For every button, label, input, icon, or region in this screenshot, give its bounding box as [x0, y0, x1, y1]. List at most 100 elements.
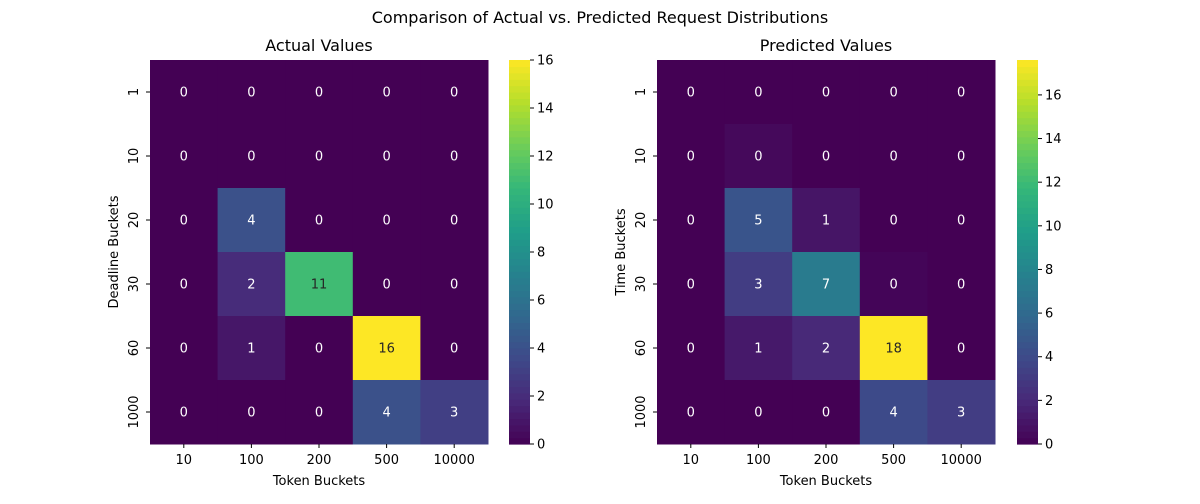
colorbar-tick-label: 6 [1045, 307, 1053, 322]
colorbar-segment [1017, 386, 1038, 394]
cell-label: 3 [754, 278, 762, 293]
heatmap-cell [352, 252, 421, 317]
cell-label: 0 [889, 214, 897, 229]
colorbar-segment [509, 290, 530, 298]
heatmap-cell [859, 188, 928, 253]
colorbar-segment [509, 309, 530, 317]
cell-label: 0 [315, 214, 323, 229]
cell-label: 0 [957, 342, 965, 357]
heatmap-cell [420, 380, 489, 445]
colorbar-segment [509, 72, 530, 80]
y-tick-label: 30 [127, 276, 142, 293]
colorbar-tick-label: 2 [537, 390, 545, 405]
colorbar-segment [509, 431, 530, 439]
cell-label: 18 [885, 342, 902, 357]
cell-label: 0 [822, 150, 830, 165]
colorbar-segment [1017, 348, 1038, 355]
colorbar-tick-label: 12 [1045, 176, 1062, 191]
colorbar-segment [509, 405, 530, 413]
cell-label: 0 [754, 150, 762, 165]
colorbar-segment [509, 143, 530, 151]
colorbar-tick-label: 16 [537, 54, 554, 69]
colorbar-segment [1017, 60, 1038, 67]
colorbar-segment [509, 130, 530, 138]
colorbar-segment [509, 399, 530, 407]
colorbar-segment [1017, 200, 1038, 208]
colorbar-segment [1017, 258, 1038, 266]
cell-label: 0 [957, 278, 965, 293]
colorbar-segment [509, 373, 530, 381]
colorbar-segment [1017, 207, 1038, 215]
heatmap-cell [150, 188, 219, 253]
heatmap-cell [150, 316, 219, 381]
x-tick-label: 100 [239, 453, 264, 468]
colorbar-segment [1017, 316, 1038, 323]
colorbar-segment [509, 200, 530, 208]
colorbar-segment [509, 232, 530, 240]
y-tick-label: 1 [634, 88, 649, 96]
colorbar-segment [509, 380, 530, 387]
colorbar-segment [1017, 156, 1038, 163]
heatmap-cell [285, 188, 354, 253]
cell-label: 2 [247, 278, 255, 293]
heatmap-cell [724, 380, 793, 445]
colorbar-segment [509, 348, 530, 355]
heatmap-cell [927, 316, 996, 381]
heatmap-cell [859, 124, 928, 189]
heatmap-cell [150, 60, 219, 125]
colorbar-tick-label: 10 [537, 198, 554, 213]
colorbar-segment [509, 354, 530, 362]
cell-label: 16 [378, 342, 395, 357]
colorbar-segment [509, 213, 530, 221]
heatmap-cell [285, 316, 354, 381]
heatmap-cell [352, 380, 421, 445]
colorbar-tick-label: 14 [1045, 132, 1062, 147]
cell-label: 0 [957, 150, 965, 165]
colorbar-segment [509, 437, 530, 445]
colorbar-segment [1017, 239, 1038, 247]
heatmap-cell [420, 124, 489, 189]
cell-label: 0 [382, 150, 390, 165]
colorbar-segment [509, 328, 530, 336]
colorbar-segment [509, 207, 530, 215]
colorbar-segment [509, 284, 530, 291]
cell-label: 0 [822, 86, 830, 101]
heatmap-cell [352, 188, 421, 253]
cell-label: 0 [315, 342, 323, 357]
x-tick-label: 200 [814, 453, 839, 468]
colorbar-segment [1017, 143, 1038, 151]
colorbar-segment [1017, 309, 1038, 317]
cell-label: 0 [315, 86, 323, 101]
heatmap-cell [724, 60, 793, 125]
cell-label: 3 [957, 406, 965, 421]
colorbar-segment [509, 296, 530, 304]
colorbar-segment [1017, 130, 1038, 138]
colorbar-segment [509, 341, 530, 349]
colorbar-segment [509, 239, 530, 247]
heatmap-cell [217, 252, 286, 317]
cell-label: 0 [382, 86, 390, 101]
colorbar-segment [1017, 373, 1038, 381]
cell-label: 0 [754, 86, 762, 101]
heatmap-cell [285, 252, 354, 317]
colorbar-segment [509, 264, 530, 272]
colorbar-segment [509, 162, 530, 170]
heatmap-cell [792, 316, 861, 381]
colorbar-segment [1017, 98, 1038, 106]
colorbar-segment [509, 226, 530, 234]
cell-label: 0 [687, 278, 695, 293]
y-tick-label: 10 [634, 148, 649, 165]
colorbar-segment [1017, 220, 1038, 227]
colorbar-segment [509, 360, 530, 368]
cell-label: 1 [247, 342, 255, 357]
colorbar-segment [1017, 175, 1038, 183]
cell-label: 4 [889, 406, 897, 421]
colorbar-segment [1017, 72, 1038, 80]
colorbar-segment [509, 156, 530, 163]
colorbar-segment [1017, 232, 1038, 240]
colorbar-segment [509, 98, 530, 106]
y-axis-label: Deadline Buckets [107, 195, 122, 308]
colorbar-segment [509, 79, 530, 87]
cell-label: 3 [450, 406, 458, 421]
